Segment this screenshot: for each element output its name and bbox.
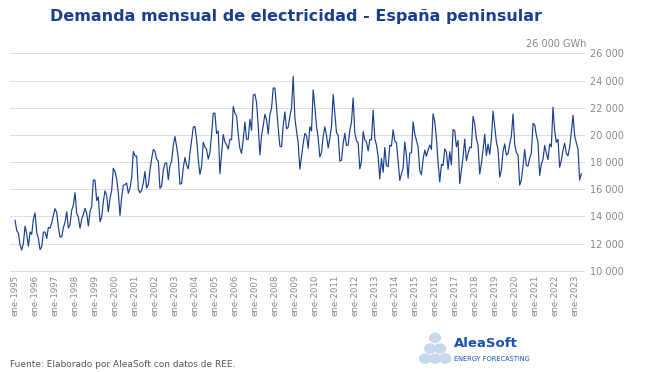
Circle shape <box>430 354 441 363</box>
Text: Fuente: Elaborado por AleaSoft con datos de REE.: Fuente: Elaborado por AleaSoft con datos… <box>10 360 235 369</box>
Text: ENERGY FORECASTING: ENERGY FORECASTING <box>454 356 530 362</box>
Text: Demanda mensual de electricidad - España peninsular: Demanda mensual de electricidad - España… <box>50 9 542 24</box>
Circle shape <box>425 344 435 353</box>
Text: AleaSoft: AleaSoft <box>454 337 517 350</box>
Text: 26 000 GWh: 26 000 GWh <box>526 39 586 49</box>
Circle shape <box>419 354 430 363</box>
Circle shape <box>435 344 446 353</box>
Circle shape <box>430 333 441 343</box>
Circle shape <box>439 354 450 363</box>
